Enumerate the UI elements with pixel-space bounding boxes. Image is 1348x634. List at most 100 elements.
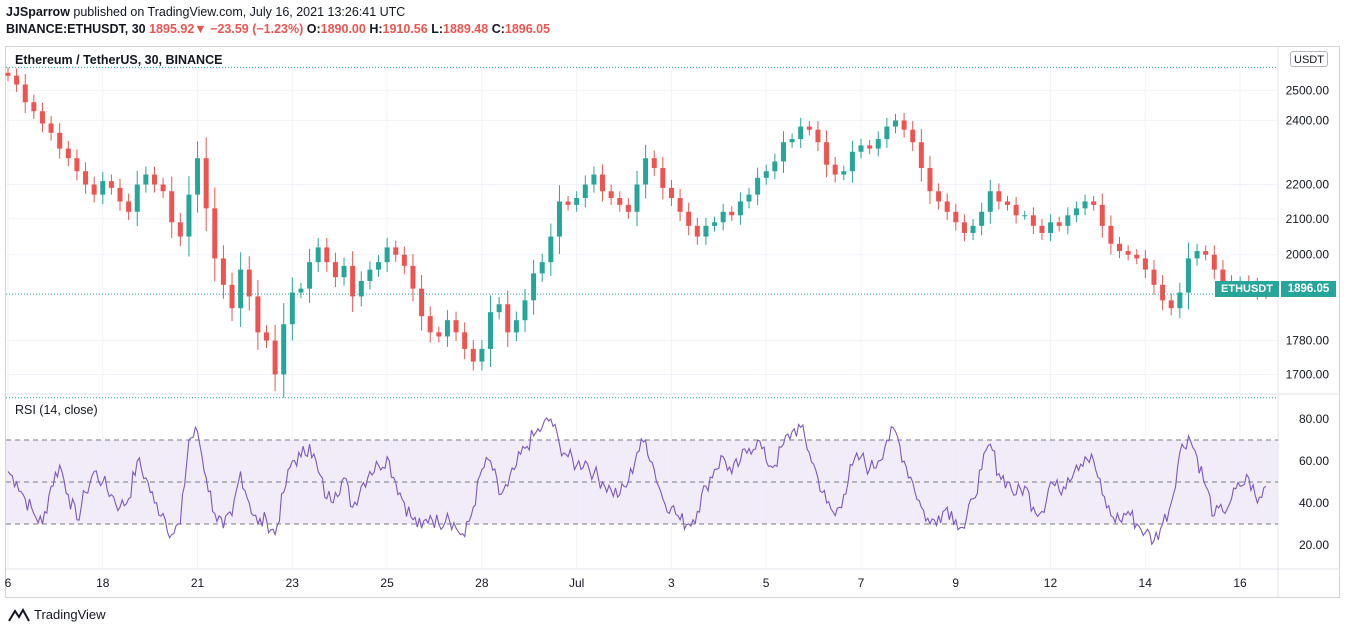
candle-body [780, 142, 786, 162]
candle-body [298, 288, 304, 293]
ticker-label: BINANCE:ETHUSDT, [6, 22, 129, 36]
candle-body [246, 269, 252, 297]
candle-body [384, 247, 390, 263]
candle-body [453, 320, 459, 333]
candle-body [936, 191, 942, 202]
candle-body [858, 145, 864, 152]
candle-body [289, 292, 295, 325]
candle-body [901, 120, 907, 130]
price-tick-label: 2400.00 [1286, 113, 1330, 127]
open-label: O: [306, 22, 321, 36]
candle-body [625, 204, 631, 212]
rsi-tick-label: 20.00 [1299, 538, 1329, 552]
candle-body [668, 187, 674, 199]
time-tick-label: 3 [668, 576, 675, 590]
candle-body [582, 184, 588, 199]
candle-body [91, 184, 97, 195]
candle-body [574, 198, 580, 205]
candle-body [31, 102, 37, 112]
candle-body [488, 312, 494, 349]
time-tick-label: 14 [1139, 576, 1153, 590]
low-label: L: [431, 22, 444, 36]
candle-body [1099, 204, 1105, 226]
candle-body [350, 265, 356, 297]
candle-body [565, 201, 571, 205]
rsi-band [6, 440, 1278, 524]
close-label: C: [491, 22, 505, 36]
candle-body [444, 320, 450, 337]
candle-body [591, 174, 597, 185]
candle-body [1030, 215, 1036, 226]
currency-button[interactable]: USDT [1290, 51, 1328, 67]
time-tick-label: 9 [952, 576, 959, 590]
candle-body [100, 181, 106, 195]
low-value: 1889.48 [443, 22, 489, 36]
candle-body [1082, 201, 1088, 209]
candle-body [617, 198, 623, 205]
candle-body [1022, 215, 1028, 217]
rsi-tick-label: 60.00 [1299, 454, 1329, 468]
price-tick-label: 1700.00 [1286, 367, 1330, 381]
candle-body [806, 126, 812, 130]
candle-body [410, 265, 416, 289]
price-tick-label: 2000.00 [1286, 248, 1330, 262]
candle-body [255, 296, 261, 333]
candle-body [712, 222, 718, 226]
time-tick-label: 6 [5, 576, 12, 590]
candle-body [737, 201, 743, 216]
candle-body [57, 132, 63, 149]
candle-body [961, 222, 967, 233]
candle-body [763, 171, 769, 178]
candle-body [1203, 251, 1209, 255]
candle-body [746, 194, 752, 202]
candle-body [1194, 251, 1200, 259]
rsi-tick-label: 40.00 [1299, 496, 1329, 510]
time-tick-label: 12 [1044, 576, 1058, 590]
price-tick-label: 1780.00 [1286, 334, 1330, 348]
candle-body [324, 247, 330, 263]
candle-body [143, 174, 149, 185]
rsi-tick-label: 80.00 [1299, 412, 1329, 426]
candle-body [720, 211, 726, 223]
tradingview-logo-icon [8, 607, 30, 622]
candle-body [892, 120, 898, 127]
candle-body [789, 139, 795, 143]
time-tick-label: 25 [380, 576, 394, 590]
candle-body [600, 174, 606, 192]
candle-body [979, 211, 985, 226]
candle-body [427, 316, 433, 333]
time-tick-label: 18 [96, 576, 110, 590]
candle-body [315, 247, 321, 263]
footer-brand[interactable]: TradingView [8, 607, 106, 622]
candle-body [556, 201, 562, 237]
candle-body [1125, 251, 1131, 255]
candle-body [1039, 225, 1045, 233]
down-arrow-icon: ▼ [194, 22, 207, 36]
footer-brand-label: TradingView [34, 607, 106, 622]
candle-body [238, 269, 244, 309]
change-value: −23.59 (−1.23%) [210, 22, 304, 36]
high-value: 1910.56 [382, 22, 428, 36]
rsi-pane-title: RSI (14, close) [15, 403, 98, 417]
candle-body [849, 151, 855, 172]
candle-body [126, 201, 132, 212]
rsi-line [7, 416, 1267, 546]
candle-body [755, 177, 761, 195]
candle-body [505, 304, 511, 333]
price-tick-label: 2500.00 [1286, 83, 1330, 97]
candle-body [1185, 258, 1191, 293]
candle-body [307, 262, 313, 289]
candle-body [910, 129, 916, 143]
candle-body [798, 126, 804, 140]
candle-body [229, 284, 235, 309]
candle-body [703, 225, 709, 237]
candle-body [875, 139, 881, 149]
candle-body [22, 84, 28, 103]
candle-body [401, 254, 407, 266]
candle-body [195, 158, 201, 195]
candle-body [643, 158, 649, 185]
candle-body [376, 262, 382, 270]
author-name[interactable]: JJSparrow [6, 5, 70, 19]
candle-body [393, 247, 399, 255]
